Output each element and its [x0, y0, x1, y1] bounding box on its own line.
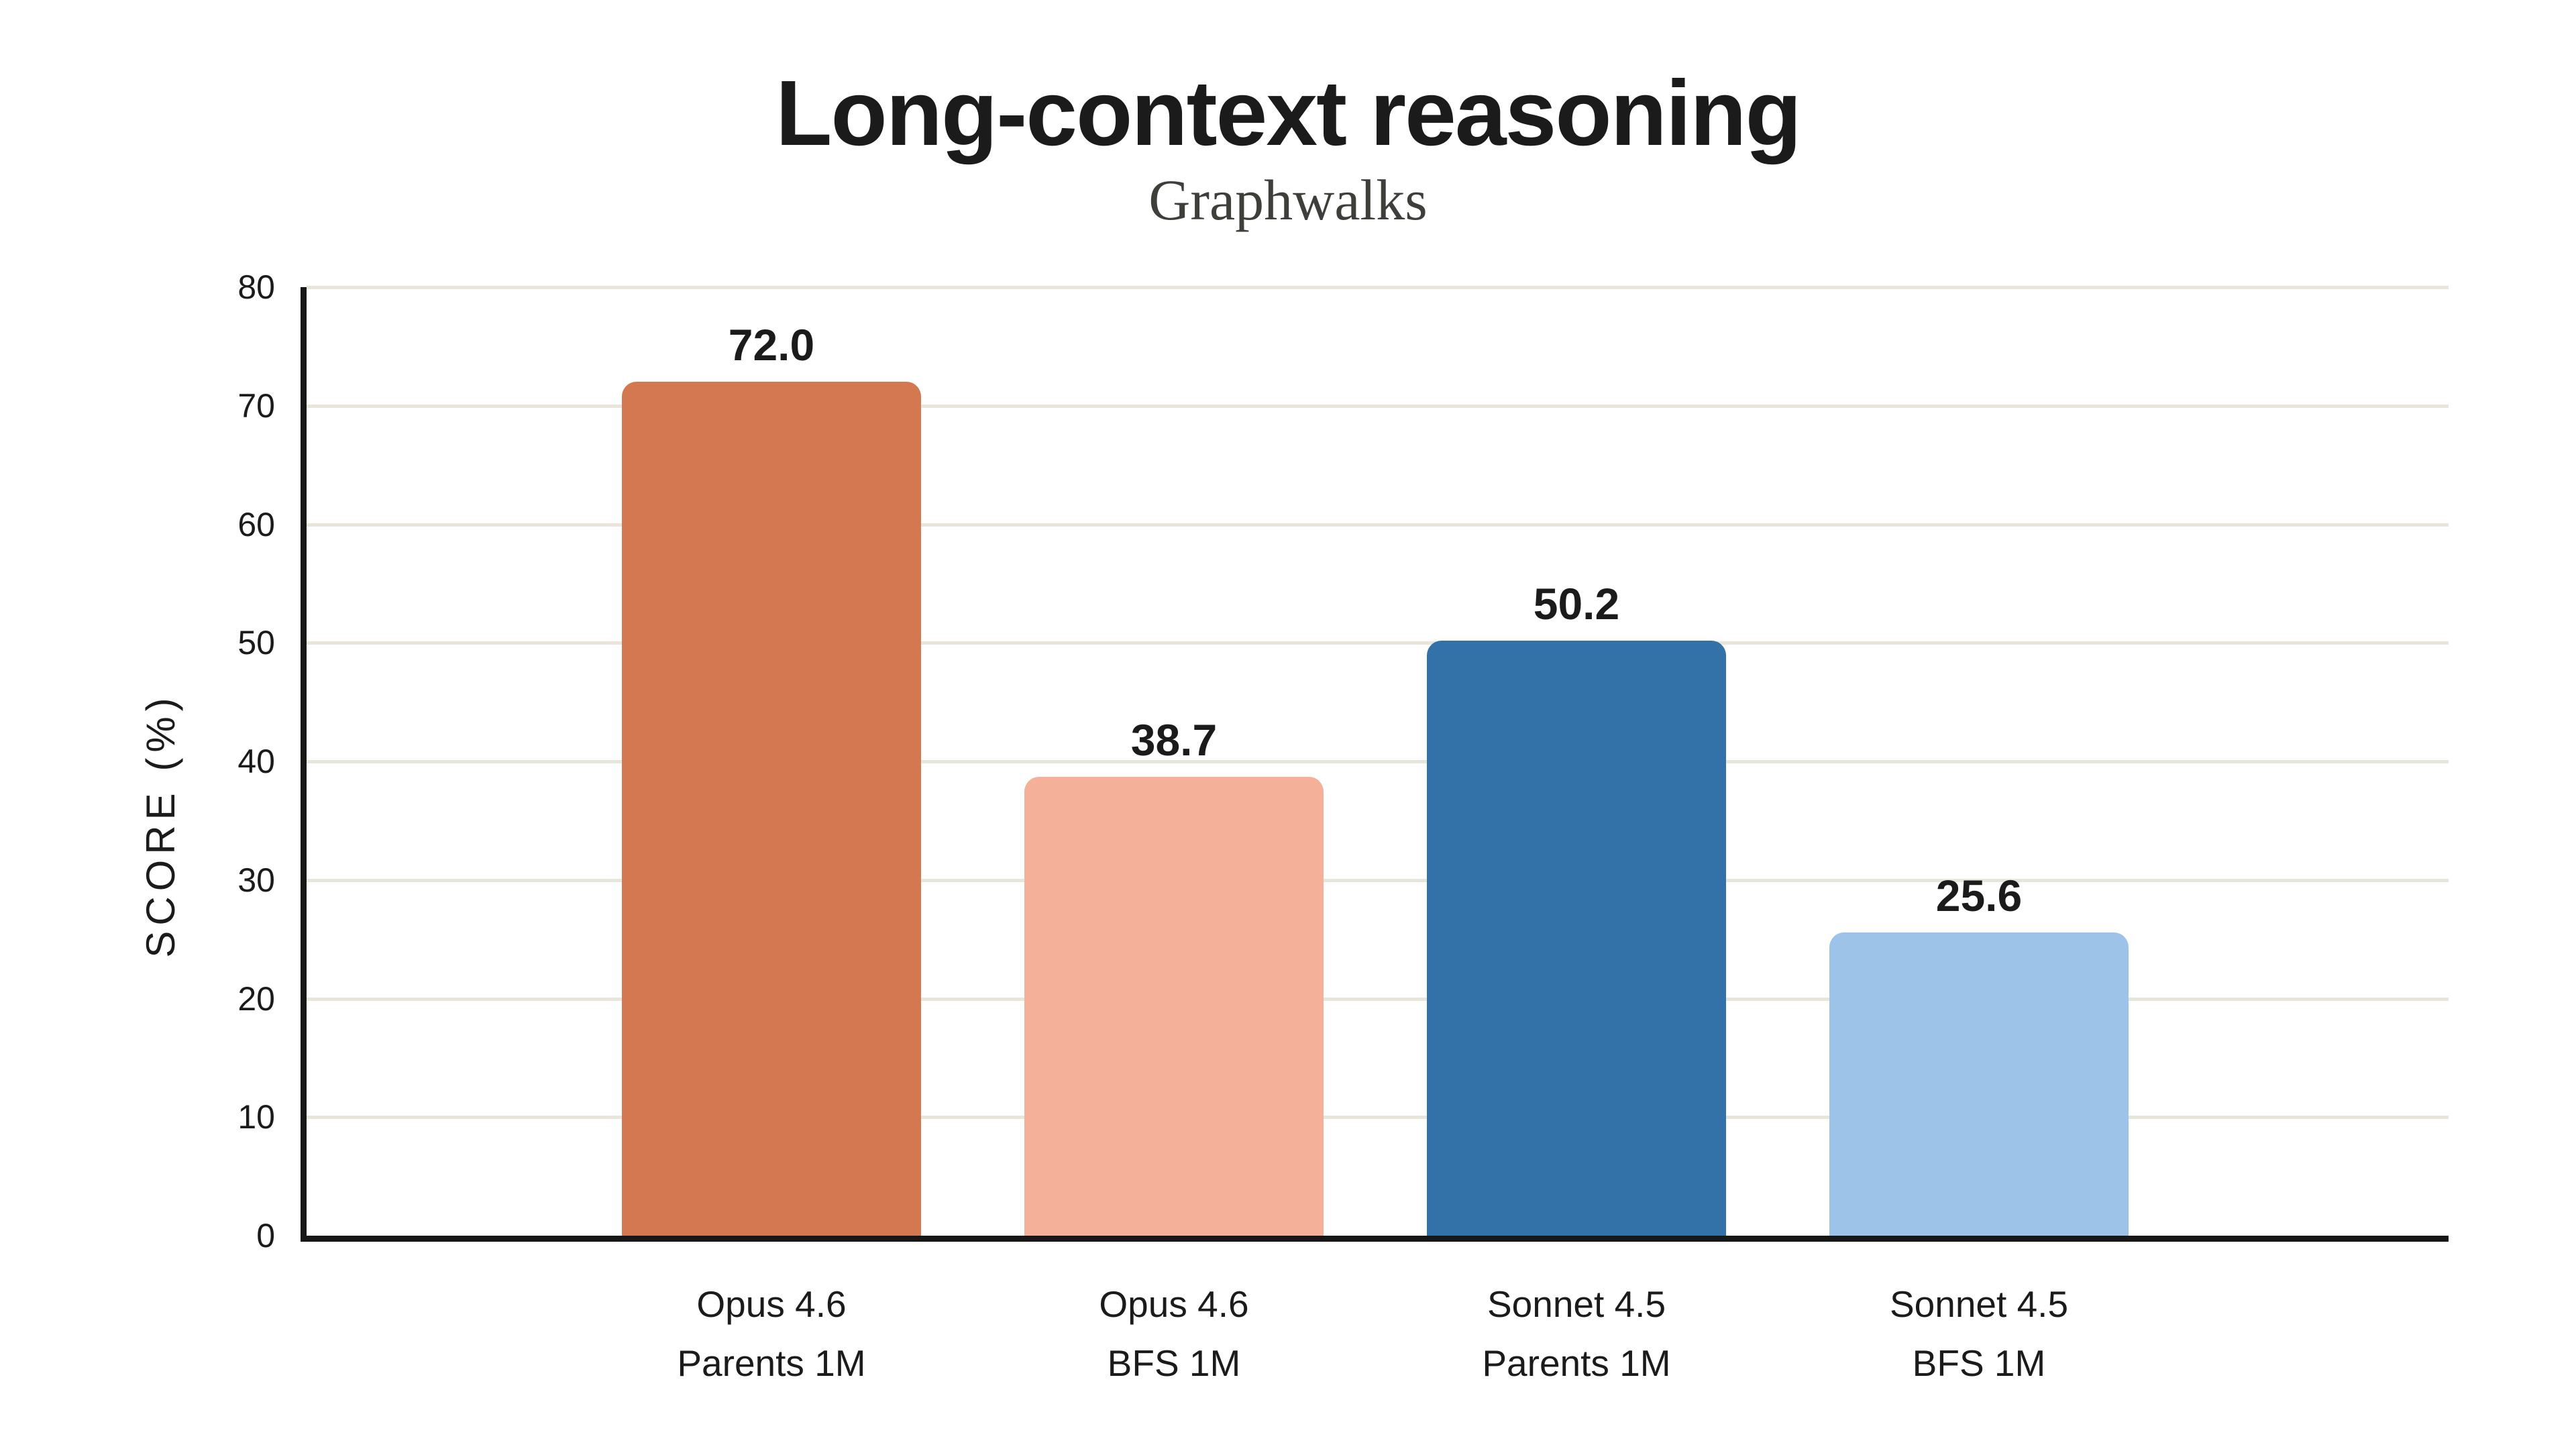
x-category-label: Sonnet 4.5 Parents 1M — [1389, 1275, 1764, 1393]
gridline-40 — [307, 760, 2449, 763]
gridline-70 — [307, 404, 2449, 408]
bar-opus-4-6-parents-1m — [622, 382, 921, 1236]
y-tick-label-60: 60 — [237, 505, 275, 543]
gridline-30 — [307, 878, 2449, 882]
y-tick-label-70: 70 — [237, 386, 275, 425]
x-category-label: Opus 4.6 Parents 1M — [584, 1275, 959, 1393]
gridline-10 — [307, 1116, 2449, 1120]
y-tick-label-80: 80 — [237, 268, 275, 306]
x-category-label-line: Parents 1M — [1482, 1342, 1671, 1384]
bar-value-label: 25.6 — [1935, 870, 2023, 920]
x-category-label-line: Sonnet 4.5 — [1487, 1283, 1666, 1325]
y-tick-label-40: 40 — [237, 743, 275, 780]
bar-value-label: 50.2 — [1533, 578, 1620, 629]
plot-area — [301, 286, 2449, 1242]
bar-sonnet-4-5-parents-1m — [1427, 640, 1726, 1236]
y-tick-label-20: 20 — [237, 979, 275, 1018]
chart-title: Long-context reasoning — [775, 62, 1802, 165]
x-category-label: Sonnet 4.5 BFS 1M — [1791, 1275, 2167, 1393]
y-tick-label-30: 30 — [237, 861, 275, 899]
bar-value-label: 72.0 — [728, 320, 815, 370]
y-axis-title: SCORE (%) — [138, 692, 183, 958]
bar-opus-4-6-bfs-1m — [1024, 776, 1324, 1236]
x-category-label-line: BFS 1M — [1107, 1342, 1241, 1384]
bar-value-label: 38.7 — [1130, 714, 1218, 765]
x-category-label-line: Opus 4.6 — [696, 1283, 847, 1325]
y-tick-label-0: 0 — [256, 1217, 275, 1254]
gridline-60 — [307, 523, 2449, 527]
chart-subtitle: Graphwalks — [1148, 168, 1428, 232]
x-category-label-line: Opus 4.6 — [1099, 1283, 1249, 1325]
gridline-20 — [307, 997, 2449, 1001]
y-tick-label-10: 10 — [237, 1098, 275, 1136]
x-category-label-line: BFS 1M — [1912, 1342, 2046, 1384]
x-category-label: Opus 4.6 BFS 1M — [986, 1275, 1362, 1393]
y-tick-label-50: 50 — [237, 624, 275, 662]
gridline-50 — [307, 641, 2449, 645]
x-category-label-line: Sonnet 4.5 — [1889, 1283, 2069, 1325]
x-category-label-line: Parents 1M — [677, 1342, 866, 1384]
bar-sonnet-4-5-bfs-1m — [1829, 932, 2129, 1236]
gridline-80 — [307, 286, 2449, 289]
